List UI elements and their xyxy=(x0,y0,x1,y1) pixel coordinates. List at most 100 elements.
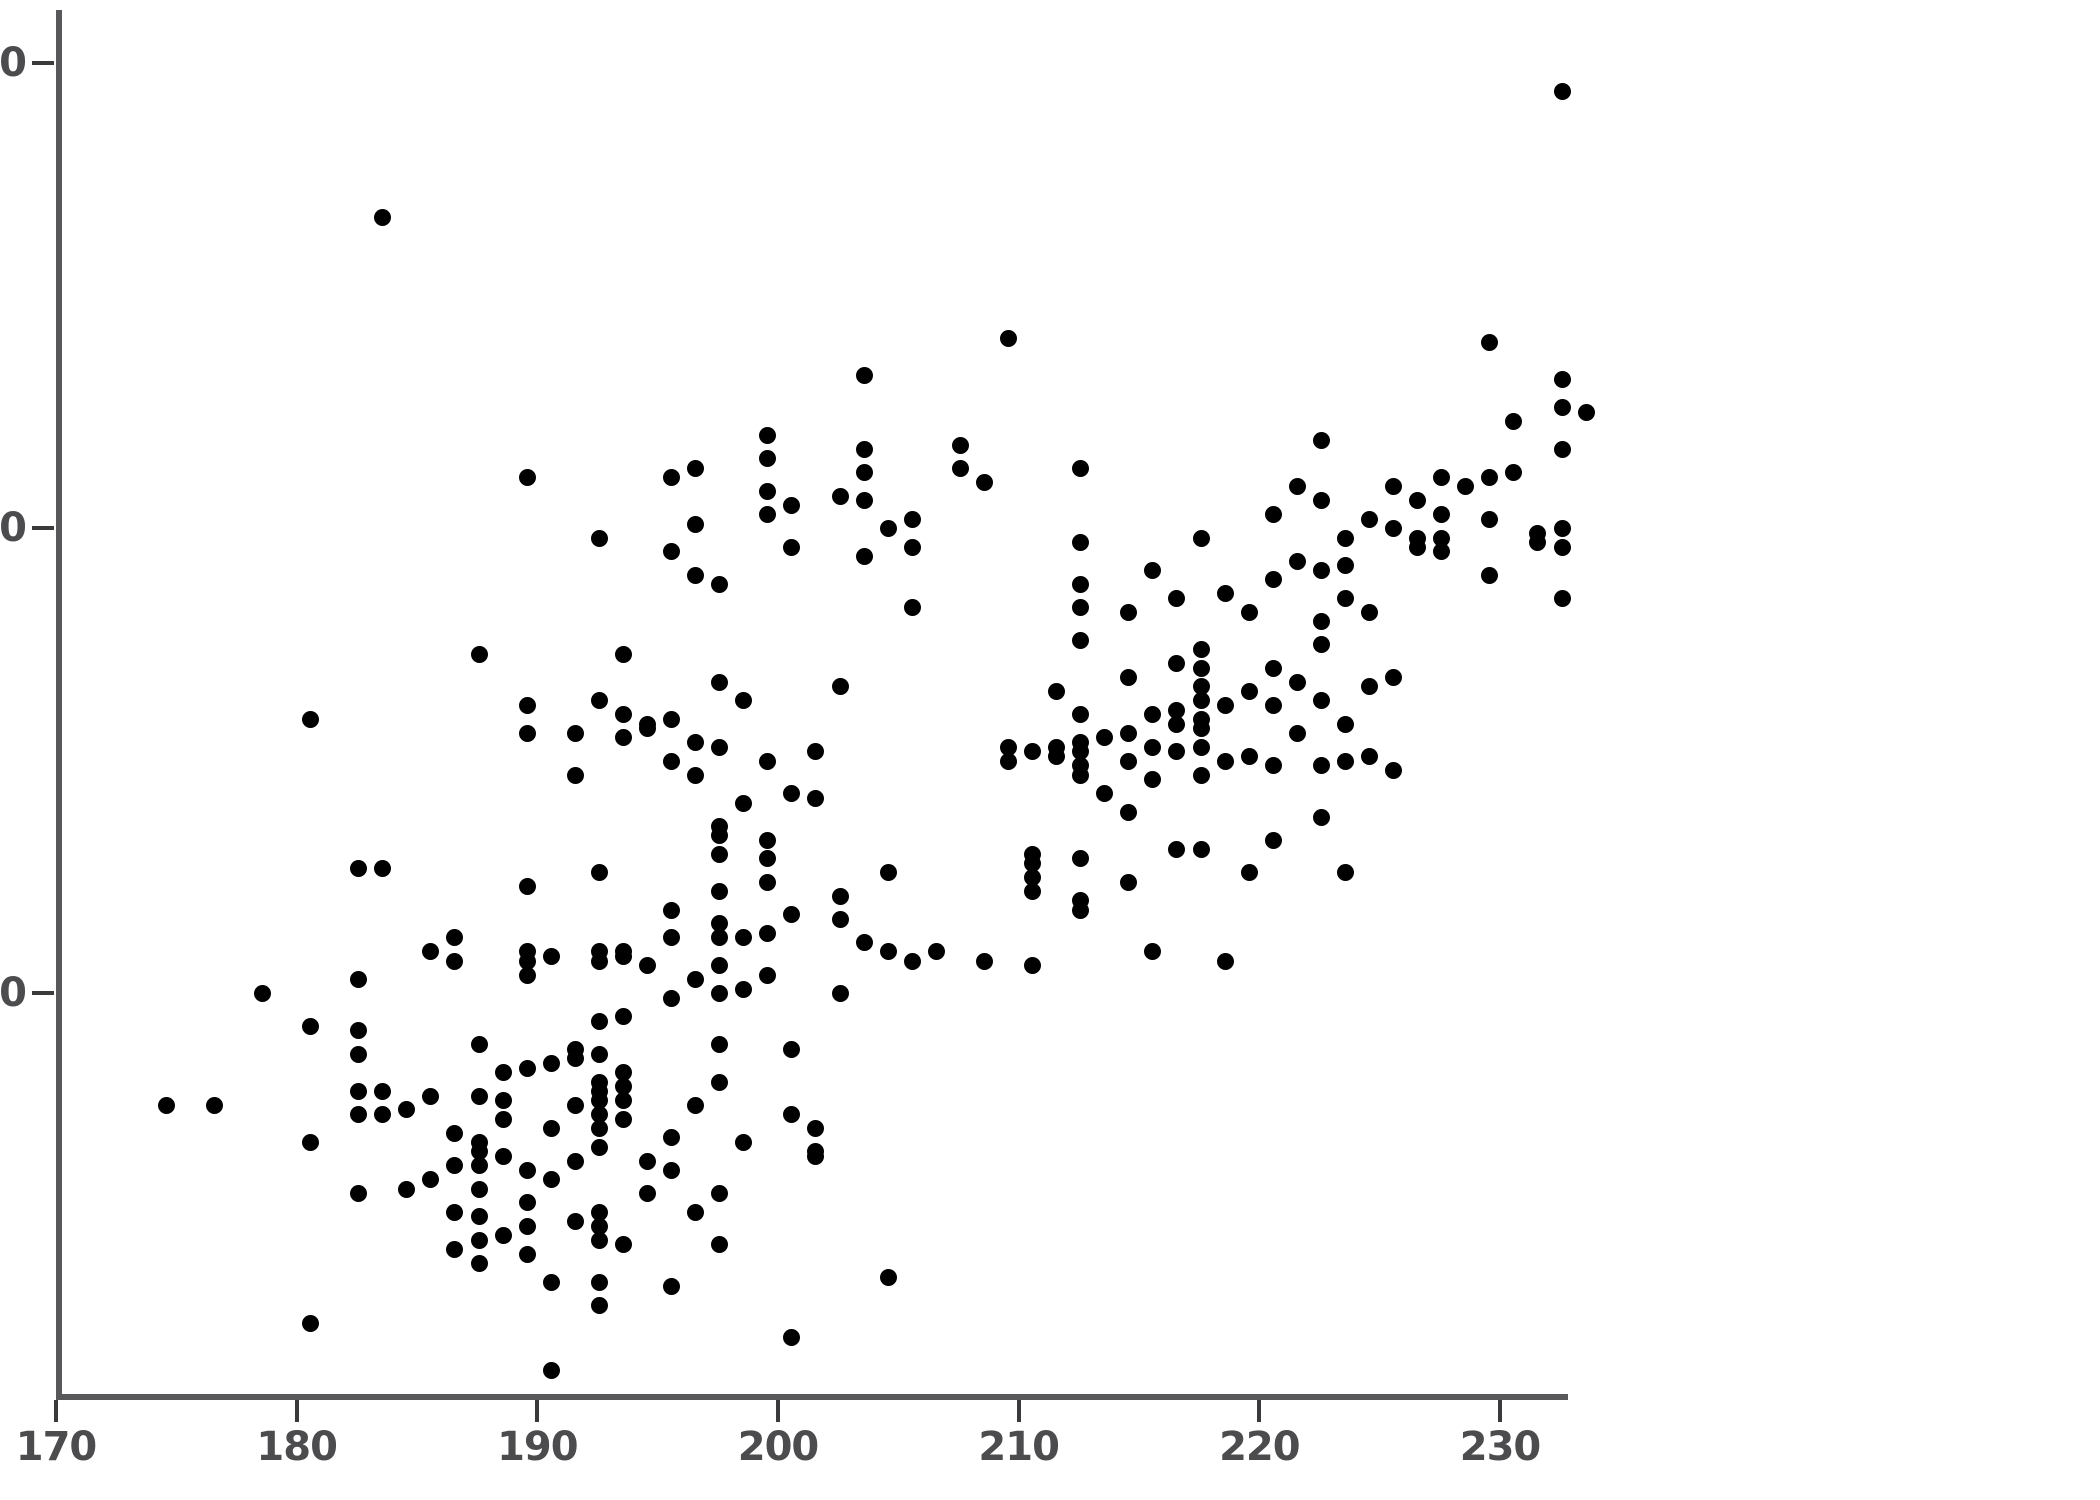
scatter-point xyxy=(590,1203,608,1221)
scatter-point xyxy=(1024,868,1042,886)
scatter-point xyxy=(590,1273,608,1291)
scatter-point xyxy=(855,548,873,566)
scatter-point xyxy=(302,1017,320,1035)
scatter-point xyxy=(446,952,464,970)
scatter-point xyxy=(1553,589,1571,607)
scatter-point xyxy=(1385,762,1403,779)
scatter-point xyxy=(759,924,777,942)
scatter-point xyxy=(1433,469,1451,487)
scatter-point xyxy=(470,1231,488,1249)
scatter-point xyxy=(1481,566,1499,584)
x-tick-210 xyxy=(1016,1400,1021,1422)
scatter-point xyxy=(1144,706,1162,724)
scatter-point xyxy=(518,696,536,714)
scatter-point xyxy=(1216,696,1234,714)
scatter-point xyxy=(759,483,777,500)
x-tick-220 xyxy=(1257,1400,1262,1422)
scatter-point xyxy=(1120,803,1138,821)
scatter-point xyxy=(1072,631,1090,649)
scatter-point xyxy=(1385,478,1403,496)
scatter-point xyxy=(1264,571,1282,589)
scatter-point xyxy=(999,329,1017,347)
scatter-point xyxy=(1192,529,1210,547)
scatter-point xyxy=(614,943,632,961)
scatter-point xyxy=(590,1120,608,1138)
scatter-point xyxy=(1336,589,1354,607)
scatter-point xyxy=(687,1096,705,1114)
scatter-point xyxy=(398,1180,416,1198)
x-tick-190 xyxy=(535,1400,540,1422)
scatter-points-layer xyxy=(62,10,2100,1500)
scatter-point xyxy=(542,1273,560,1291)
scatter-point xyxy=(831,487,849,505)
scatter-point xyxy=(1072,766,1090,784)
scatter-point xyxy=(855,441,873,459)
scatter-point xyxy=(1553,520,1571,538)
scatter-point xyxy=(350,1082,368,1100)
scatter-point xyxy=(663,710,681,728)
scatter-point xyxy=(590,1092,608,1110)
scatter-point xyxy=(542,948,560,965)
scatter-point xyxy=(1312,492,1330,510)
scatter-point xyxy=(374,859,392,877)
scatter-point xyxy=(470,1157,488,1175)
scatter-point xyxy=(1385,669,1403,686)
scatter-point xyxy=(903,538,921,556)
scatter-point xyxy=(879,1268,897,1286)
scatter-point xyxy=(518,724,536,742)
scatter-point xyxy=(1072,757,1090,775)
scatter-point xyxy=(687,1203,705,1221)
scatter-point xyxy=(446,1240,464,1258)
scatter-point xyxy=(1409,538,1427,556)
scatter-point xyxy=(711,1185,729,1203)
scatter-point xyxy=(1529,534,1547,552)
y-tick-50 xyxy=(32,526,54,530)
scatter-point xyxy=(494,1064,512,1082)
scatter-point xyxy=(446,1203,464,1221)
scatter-point xyxy=(807,743,825,761)
scatter-point xyxy=(663,1129,681,1147)
scatter-point xyxy=(518,1161,536,1179)
scatter-point xyxy=(350,859,368,877)
scatter-point xyxy=(759,831,777,849)
scatter-point xyxy=(951,436,969,454)
scatter-point xyxy=(590,1045,608,1063)
scatter-point xyxy=(711,929,729,947)
x-tick-label-200: 200 xyxy=(737,1424,819,1470)
scatter-point xyxy=(855,492,873,510)
scatter-point xyxy=(687,734,705,752)
scatter-point xyxy=(975,473,993,491)
scatter-point xyxy=(614,729,632,747)
scatter-point xyxy=(1072,706,1090,724)
scatter-point xyxy=(1024,845,1042,863)
scatter-point xyxy=(1505,413,1523,431)
scatter-point xyxy=(783,1329,801,1347)
scatter-point xyxy=(1336,864,1354,882)
scatter-point xyxy=(590,864,608,882)
scatter-point xyxy=(494,1147,512,1165)
scatter-point xyxy=(783,906,801,924)
scatter-point xyxy=(1144,771,1162,789)
scatter-point xyxy=(566,724,584,742)
scatter-point xyxy=(711,845,729,863)
scatter-point xyxy=(831,985,849,1003)
scatter-point xyxy=(590,952,608,970)
scatter-point xyxy=(1336,715,1354,733)
scatter-point xyxy=(350,1106,368,1124)
scatter-point xyxy=(1312,692,1330,710)
scatter-point xyxy=(614,1236,632,1254)
scatter-point xyxy=(302,710,320,728)
x-tick-label-190: 190 xyxy=(497,1424,578,1470)
scatter-point xyxy=(1120,603,1138,621)
y-axis-line xyxy=(56,10,62,1400)
scatter-point xyxy=(1192,641,1210,659)
scatter-point xyxy=(687,566,705,584)
scatter-point xyxy=(1144,738,1162,756)
scatter-point xyxy=(614,645,632,663)
scatter-point xyxy=(903,952,921,970)
scatter-point xyxy=(1192,720,1210,738)
scatter-point xyxy=(590,1106,608,1124)
scatter-point xyxy=(614,1110,632,1128)
scatter-point xyxy=(590,692,608,710)
